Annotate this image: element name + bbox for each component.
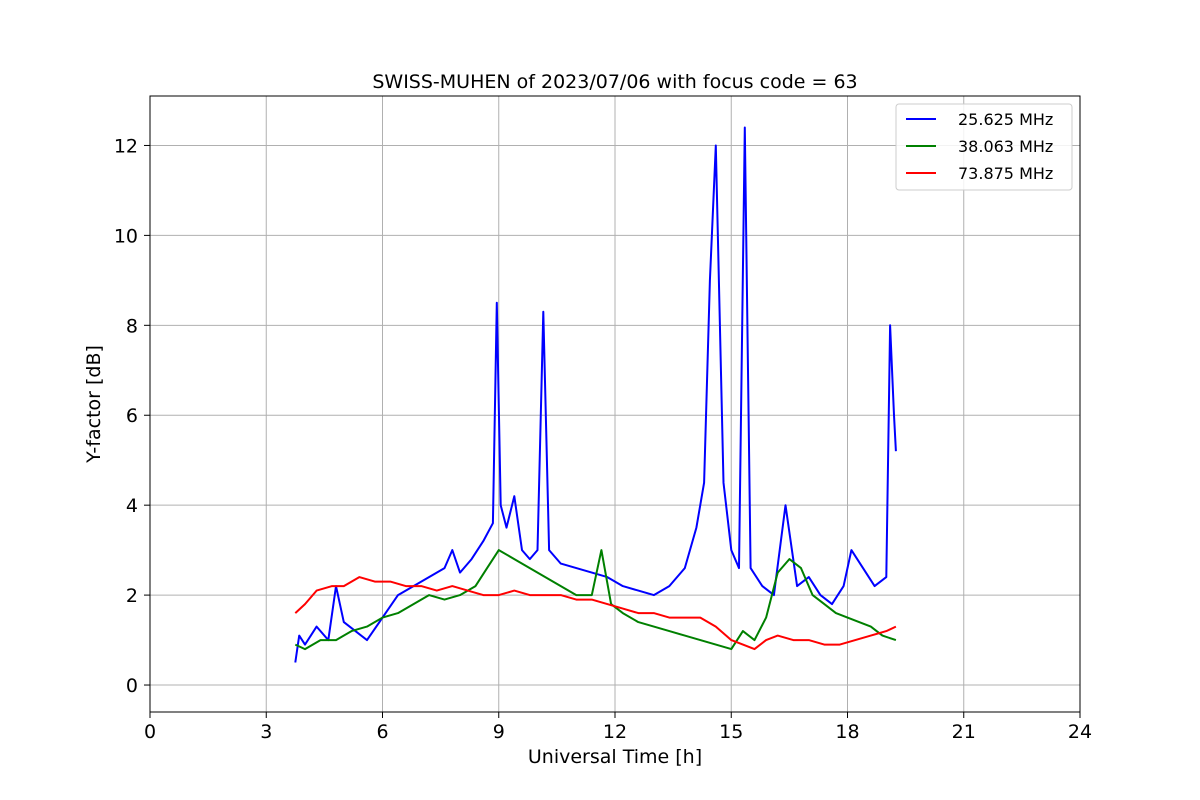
x-tick-label: 9 [493,721,505,743]
series-line-1 [294,126,897,663]
y-tick-label: 6 [126,405,138,427]
x-tick-label: 3 [260,721,272,743]
chart-title: SWISS-MUHEN of 2023/07/06 with focus cod… [372,71,857,93]
x-axis-label: Universal Time [h] [528,746,702,768]
x-tick-label: 0 [144,721,156,743]
legend: 25.625 MHz 38.063 MHz 73.875 MHz [895,103,1073,191]
x-tick-label: 12 [603,721,627,743]
x-tick-label: 18 [835,721,859,743]
y-tick-label: 10 [114,225,138,247]
legend-label: 73.875 MHz [958,164,1053,183]
legend-label: 38.063 MHz [958,137,1053,156]
y-tick-label: 4 [126,495,138,517]
y-tick-label: 0 [126,675,138,697]
series-line-3 [294,576,897,651]
legend-label: 25.625 MHz [958,110,1053,129]
y-tick-label: 8 [126,315,138,337]
x-tick-label: 6 [376,721,388,743]
plot-area [294,126,897,663]
y-tick-label: 12 [114,135,138,157]
x-tick-label: 15 [719,721,743,743]
y-axis-label: Y-factor [dB] [83,345,105,464]
series-line-2 [294,549,897,651]
x-tick-label: 24 [1068,721,1092,743]
legend-box [895,103,1073,191]
y-tick-label: 2 [126,585,138,607]
x-tick-label: 21 [952,721,976,743]
